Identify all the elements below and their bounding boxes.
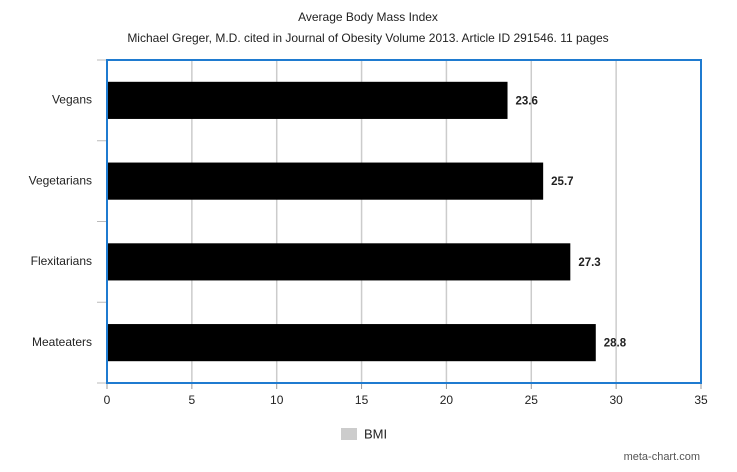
watermark: meta-chart.com <box>624 451 700 463</box>
x-tick-label: 35 <box>694 393 708 407</box>
bar <box>107 162 544 200</box>
x-tick-label: 15 <box>355 393 369 407</box>
legend-label: BMI <box>364 426 387 441</box>
legend-swatch <box>341 428 357 440</box>
chart-subtitle: Michael Greger, M.D. cited in Journal of… <box>127 31 608 45</box>
x-tick-label: 0 <box>104 393 111 407</box>
x-tick-label: 10 <box>270 393 284 407</box>
x-tick-label: 25 <box>525 393 539 407</box>
value-label: 27.3 <box>578 257 600 269</box>
chart-title: Average Body Mass Index <box>298 10 438 24</box>
x-tick-label: 5 <box>189 393 196 407</box>
x-tick-label: 30 <box>609 393 623 407</box>
bar <box>107 324 596 362</box>
bar <box>107 243 571 281</box>
y-tick-label: Flexitarians <box>31 254 92 268</box>
value-label: 25.7 <box>551 176 573 188</box>
bar <box>107 81 508 119</box>
x-tick-label: 20 <box>440 393 454 407</box>
value-label: 28.8 <box>604 338 627 350</box>
y-tick-label: Vegetarians <box>29 173 92 187</box>
plot-frame <box>106 59 702 384</box>
y-tick-label: Vegans <box>52 93 92 107</box>
value-label: 23.6 <box>516 95 538 107</box>
y-tick-label: Meateaters <box>32 335 92 349</box>
